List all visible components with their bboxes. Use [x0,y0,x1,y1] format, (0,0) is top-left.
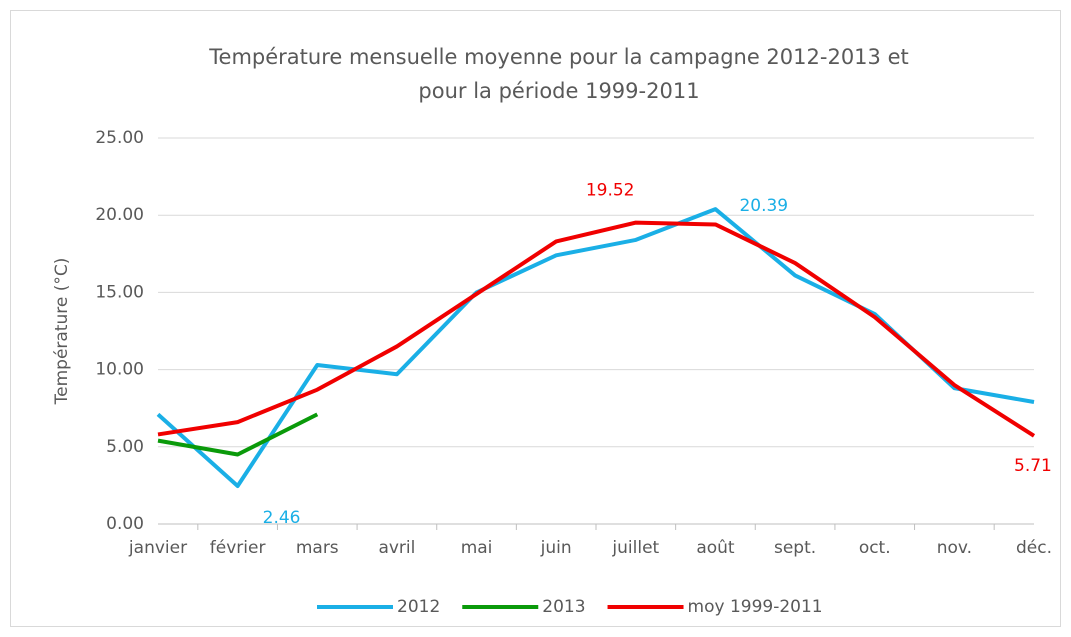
chart-title: Température mensuelle moyenne pour la ca… [208,45,908,69]
data-label: 5.71 [1014,456,1052,476]
legend-label: 2012 [397,597,440,617]
y-tick-label: 10.00 [95,360,144,380]
y-tick-label: 5.00 [106,437,144,457]
x-tick-label: mai [461,538,493,558]
x-tick-label: août [696,538,735,558]
x-tick-label: avril [378,538,415,558]
x-tick-label: janvier [128,538,187,558]
x-tick-label: déc. [1016,538,1052,558]
x-tick-label: oct. [859,538,891,558]
x-tick-label: juillet [611,538,659,558]
line-series [157,220,1036,438]
x-tick-label: février [210,538,266,558]
x-tick-label: mars [296,538,339,558]
x-tick-label: nov. [937,538,972,558]
y-tick-label: 20.00 [95,205,144,225]
y-axis-label: Température (°C) [52,258,72,406]
chart-title: pour la période 1999-2011 [418,79,699,103]
y-tick-label: 0.00 [106,514,144,534]
legend-label: moy 1999-2011 [688,597,823,617]
legend-label: 2013 [542,597,585,617]
data-label: 19.52 [586,181,635,201]
y-tick-label: 15.00 [95,282,144,302]
data-label: 2.46 [263,508,301,528]
x-tick-label: juin [540,538,572,558]
y-tick-label: 25.00 [95,128,144,148]
x-tick-label: sept. [774,538,816,558]
data-label: 20.39 [739,196,788,216]
line-series [157,412,319,457]
